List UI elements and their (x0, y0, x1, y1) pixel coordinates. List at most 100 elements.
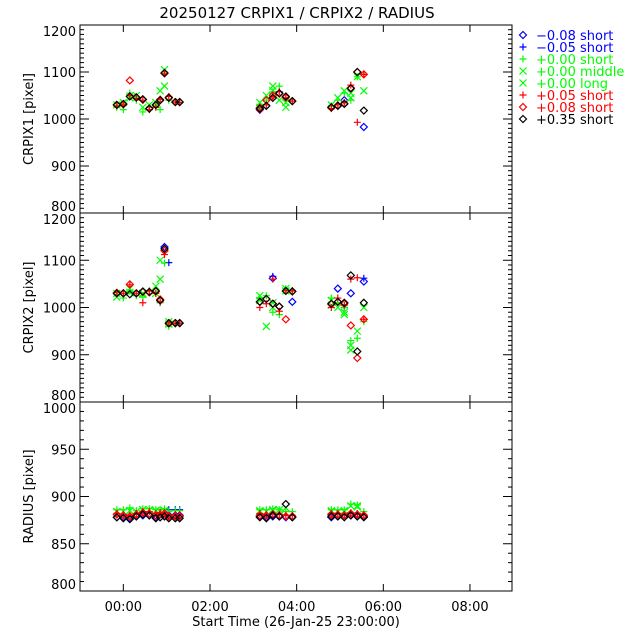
y-tick-label: 900 (51, 160, 76, 175)
data-point (359, 106, 369, 115)
data-point (347, 337, 355, 345)
data-point (346, 502, 355, 510)
legend-symbol-x-icon (519, 67, 527, 75)
y-tick-label: 900 (51, 349, 76, 364)
data-point (288, 97, 296, 105)
data-point (160, 68, 169, 78)
legend-entry: −0.05 short (536, 41, 613, 56)
data-point (352, 67, 362, 77)
data-point (326, 511, 336, 521)
data-point (340, 310, 349, 319)
series--0-05-short (113, 251, 368, 327)
legend-entry: +0.08 short (536, 101, 613, 116)
legend-mode: short (576, 41, 614, 56)
data-point (268, 93, 278, 103)
data-point (164, 93, 174, 103)
legend-offset: +0.35 (536, 113, 576, 128)
data-point (138, 103, 147, 112)
data-point (268, 299, 278, 309)
x-tick-label: 00:00 (105, 600, 142, 615)
data-point (151, 513, 161, 523)
data-point (155, 512, 165, 522)
legend-entry: −0.08 short (536, 29, 613, 44)
y-tick-label: 900 (51, 491, 76, 506)
data-point (131, 93, 141, 102)
data-point (268, 505, 277, 514)
data-point (164, 513, 174, 523)
legend-entry: +0.05 short (536, 89, 613, 104)
data-point (287, 96, 297, 106)
data-point (164, 318, 174, 328)
legend-symbol-plus-icon (519, 91, 527, 99)
data-point (326, 102, 336, 112)
legend-mode: short (576, 89, 614, 104)
data-point (353, 334, 361, 342)
data-point (333, 510, 343, 519)
data-point (269, 308, 277, 316)
y-tick-label: 1000 (43, 402, 76, 417)
data-point (138, 94, 148, 104)
data-point (360, 315, 368, 323)
data-point (262, 322, 271, 331)
data-point (118, 99, 128, 109)
y-axis-label: CRPIX1 [pixel] (22, 73, 37, 165)
data-point (156, 106, 164, 114)
data-point (281, 93, 291, 102)
x-tick-label: 02:00 (191, 600, 228, 615)
data-point (333, 93, 342, 102)
data-point (268, 511, 278, 520)
data-point (359, 70, 369, 79)
data-point (352, 510, 362, 519)
plot-frame (79, 401, 513, 592)
data-point (360, 70, 368, 78)
data-point (255, 511, 265, 521)
data-point (152, 103, 160, 111)
data-point (144, 287, 154, 297)
data-point (160, 244, 169, 254)
legend-entry: +0.35 short (536, 113, 613, 128)
data-point (144, 511, 154, 520)
data-point (160, 509, 169, 518)
data-point (151, 282, 160, 291)
y-tick-label: 800 (51, 389, 76, 404)
data-point (359, 512, 369, 522)
data-point (132, 289, 140, 297)
data-point (160, 259, 168, 267)
y-tick-label: 950 (51, 443, 76, 458)
data-point (138, 287, 148, 296)
legend-offset: −0.05 (536, 41, 576, 56)
series--0-35-short (112, 244, 369, 356)
legend-entry: +0.00 short (536, 53, 613, 68)
data-point (118, 511, 128, 520)
y-tick-label: 1000 (43, 113, 76, 128)
data-point (326, 299, 336, 309)
series--0-08-short (112, 508, 369, 521)
panels: 800 900 1000 1100 1200 CRPIX1 [pixel] 800 900 10… (22, 24, 513, 615)
data-point (255, 512, 265, 522)
data-point (131, 288, 141, 298)
data-point (160, 511, 169, 521)
data-point (139, 299, 147, 307)
series--0-35-short (112, 67, 369, 115)
legend-symbol-diamond-icon (518, 114, 528, 124)
data-point (261, 294, 271, 304)
data-point (268, 91, 278, 100)
data-point (155, 295, 165, 304)
chart-title: 20250127 CRPIX1 / CRPIX2 / RADIUS (159, 4, 434, 22)
data-point (346, 509, 356, 518)
data-point (274, 511, 284, 521)
series--0-00-middle (112, 256, 362, 354)
x-tick-label: 04:00 (278, 600, 315, 615)
data-point (352, 347, 362, 356)
data-point (353, 118, 361, 126)
x-tick-label: 06:00 (365, 600, 402, 615)
data-point (333, 303, 342, 312)
data-point (353, 327, 362, 336)
legend-offset: +0.08 (536, 101, 576, 116)
data-point (346, 84, 356, 93)
data-point (339, 512, 349, 522)
data-point (255, 103, 265, 113)
data-point (151, 286, 161, 296)
data-point (352, 353, 362, 363)
